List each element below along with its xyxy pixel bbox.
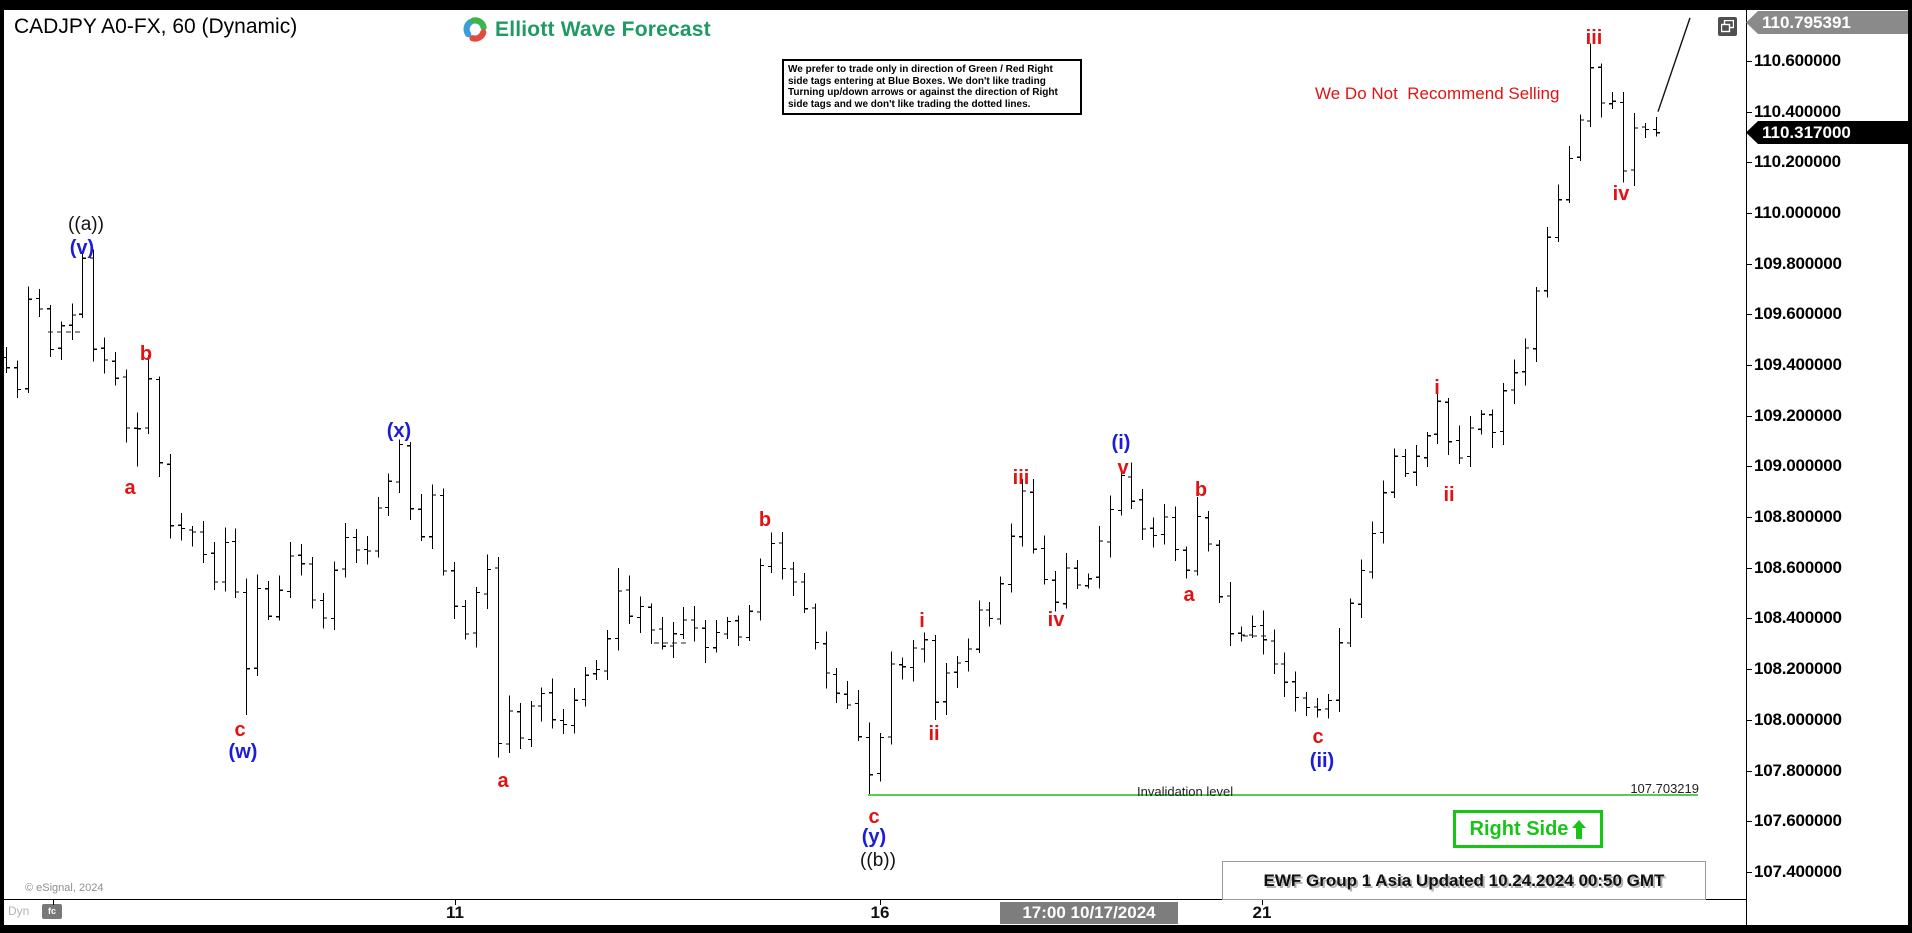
time-tick-mark [880, 900, 881, 905]
wave-label: b [1194, 479, 1208, 501]
restore-window-button[interactable] [1718, 17, 1737, 36]
price-tick-label: 109.800000 [1754, 253, 1842, 273]
invalidation-value: 107.703219 [1630, 781, 1699, 796]
wave-label: iv [1612, 183, 1630, 205]
price-tick-label: 110.400000 [1754, 101, 1841, 121]
wave-label: (x) [386, 420, 412, 442]
time-tick-mark [1262, 900, 1263, 905]
wave-label: b [758, 509, 772, 531]
no-selling-warning: We Do Not Recommend Selling [1315, 84, 1560, 103]
wave-label: (ii) [1309, 750, 1335, 772]
wave-label: a [124, 477, 136, 499]
disclaimer-line: Turning up/down arrows or against the di… [788, 87, 1058, 98]
wave-label: (i) [1111, 432, 1131, 454]
time-tick-label: 11 [446, 903, 464, 922]
invalidation-label: Invalidation level [1137, 784, 1234, 799]
price-tick-mark [1747, 821, 1752, 822]
wave-label: b [139, 343, 153, 365]
disclaimer-line: side tags and we don't like trading the … [788, 98, 1031, 110]
price-tick-label: 107.600000 [1754, 811, 1842, 831]
price-tick-mark [1747, 618, 1752, 619]
time-tick-label: 16 [870, 903, 890, 922]
price-tick-label: 108.000000 [1754, 709, 1842, 729]
price-tick-label: 110.200000 [1754, 152, 1841, 172]
right-side-tag: Right Side [1453, 810, 1603, 848]
ohlc-bars [3, 43, 1660, 796]
price-tick-label: 109.200000 [1754, 405, 1842, 425]
wave-label: (y) [861, 826, 887, 848]
wave-label: ((a)) [68, 214, 104, 235]
wave-label: i [919, 610, 925, 632]
wave-label: (v) [69, 237, 95, 259]
price-tick-label: 108.800000 [1754, 507, 1842, 527]
price-tick-mark [1747, 365, 1752, 366]
wave-label: i [1434, 377, 1440, 399]
price-tick-mark [1747, 264, 1752, 265]
wave-label: c [234, 719, 246, 741]
wave-label: iii [1012, 467, 1030, 489]
crosshair-date-badge: 17:00 10/17/2024 [1000, 902, 1178, 924]
wave-label: ii [928, 723, 940, 745]
price-tick-label: 109.600000 [1754, 304, 1842, 324]
wave-label: a [1183, 584, 1195, 606]
chart-plot-area [3, 10, 1746, 899]
price-chart [3, 17, 1698, 796]
elliott-wave-swirl-icon [463, 17, 487, 42]
price-tick-mark [1747, 466, 1752, 467]
price-tick-mark [1747, 872, 1752, 873]
price-tick-mark [1747, 112, 1752, 113]
price-axis[interactable] [1747, 10, 1908, 925]
price-tick-label: 108.400000 [1754, 608, 1842, 628]
price-tick-label: 110.000000 [1754, 203, 1841, 223]
wave-label: iii [1585, 27, 1603, 49]
price-tick-mark [1747, 213, 1752, 214]
wave-label: (w) [228, 741, 258, 763]
right-side-label: Right Side [1469, 817, 1569, 840]
price-tick-mark [1747, 568, 1752, 569]
wave-label: ii [1443, 484, 1455, 506]
wave-label: c [1312, 726, 1324, 748]
price-tick-label: 109.400000 [1754, 355, 1842, 375]
last-price-badge: 110.317000 [1746, 121, 1908, 144]
wave-label: ((b)) [860, 850, 896, 871]
disclaimer-box: We prefer to trade only in direction of … [782, 59, 1082, 115]
price-tick-mark [1747, 61, 1752, 62]
time-tick-mark [53, 900, 54, 905]
price-tick-label: 109.000000 [1754, 456, 1842, 476]
price-tick-mark [1747, 416, 1752, 417]
restore-window-icon [1721, 20, 1734, 33]
price-tick-label: 107.800000 [1754, 760, 1842, 780]
projection-price-badge: 110.795391 [1746, 11, 1908, 34]
price-tick-mark [1747, 162, 1752, 163]
time-tick-label: 21 [1252, 903, 1272, 922]
price-tick-mark [1747, 314, 1752, 315]
time-tick-mark [455, 900, 456, 905]
wave-label: c [868, 806, 880, 828]
wave-label: iv [1047, 609, 1065, 631]
brand-logo: Elliott Wave Forecast [462, 16, 711, 43]
brand-name: Elliott Wave Forecast [495, 17, 711, 41]
price-tick-mark [1747, 771, 1752, 772]
price-tick-label: 108.600000 [1754, 557, 1842, 577]
price-tick-mark [1747, 517, 1752, 518]
price-tick-label: 107.400000 [1754, 861, 1842, 881]
projection-trendline [1657, 17, 1691, 112]
price-tick-label: 108.200000 [1754, 659, 1842, 679]
up-arrow-icon [1572, 819, 1587, 839]
esignal-copyright: © eSignal, 2024 [25, 882, 104, 894]
disclaimer-line: We prefer to trade only in direction of … [788, 64, 1053, 75]
time-axis [4, 900, 1746, 925]
symbol-title: CADJPY A0-FX, 60 (Dynamic) [14, 15, 298, 38]
fc-badge[interactable]: fc [42, 904, 62, 919]
dotted-guide-lines [48, 331, 1270, 644]
disclaimer-line: side tags entering at Blue Boxes. We don… [788, 75, 1046, 87]
price-tick-mark [1747, 669, 1752, 670]
dyn-button[interactable]: Dyn [8, 904, 30, 918]
price-tick-mark [1747, 720, 1752, 721]
wave-label: v [1117, 457, 1129, 479]
wave-label: a [497, 770, 509, 792]
price-tick-label: 110.600000 [1754, 51, 1841, 70]
group-update-note: EWF Group 1 Asia Updated 10.24.2024 00:5… [1222, 861, 1706, 900]
